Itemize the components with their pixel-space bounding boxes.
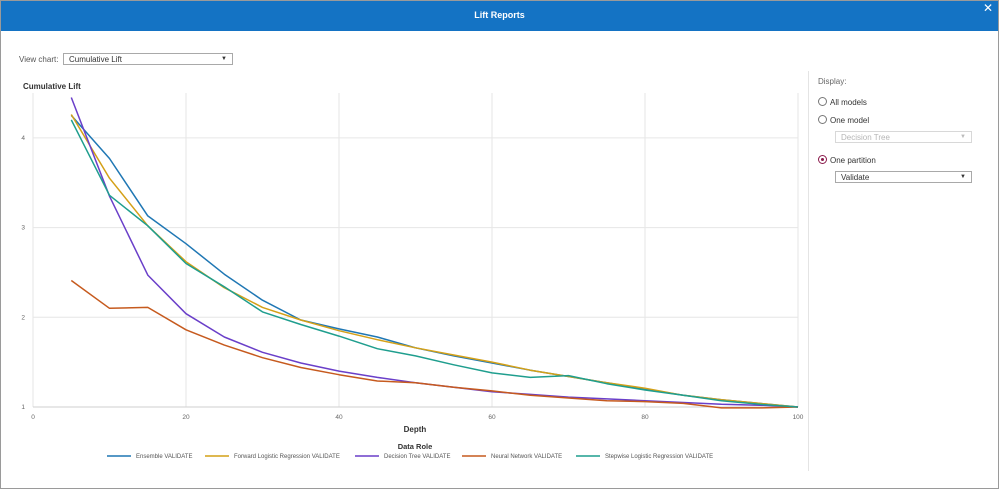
view-chart-select-value: Cumulative Lift (69, 55, 122, 64)
legend-item[interactable]: Ensemble VALIDATE (107, 454, 192, 460)
y-tick-label: 3 (21, 225, 25, 232)
radio-button[interactable] (818, 155, 827, 164)
x-tick-label: 100 (793, 414, 804, 421)
x-axis-title: Depth (404, 425, 427, 434)
chevron-down-icon: ▼ (960, 174, 966, 180)
legend-label: Stepwise Logistic Regression VALIDATE (605, 454, 713, 460)
series-line-1[interactable] (70, 114, 799, 408)
x-tick-label: 40 (335, 414, 343, 421)
legend-label: Ensemble VALIDATE (136, 454, 192, 460)
series-line-0[interactable] (70, 114, 799, 408)
y-axis-title: Cumulative Lift (23, 82, 81, 91)
chart-axes: 0 20 40 60 80 100 1 2 3 4 (21, 135, 803, 421)
chart-grid (32, 93, 799, 408)
radio-one-model[interactable]: One model (818, 115, 869, 125)
dialog-title: Lift Reports (474, 10, 525, 20)
view-chart-select[interactable]: Cumulative Lift ▼ (63, 53, 233, 65)
title-bar: Lift Reports ✕ (1, 1, 998, 31)
y-tick-label: 4 (21, 135, 25, 142)
legend-title: Data Role (398, 442, 433, 451)
partition-select-value: Validate (841, 173, 870, 182)
y-tick-label: 1 (21, 404, 25, 411)
model-select-value: Decision Tree (841, 133, 890, 142)
side-panel-divider (808, 71, 809, 471)
chart-series (70, 97, 799, 409)
close-icon[interactable]: ✕ (982, 1, 993, 15)
radio-one-partition[interactable]: One partition (818, 155, 876, 165)
series-line-4[interactable] (70, 119, 799, 408)
partition-select[interactable]: Validate ▼ (835, 171, 972, 183)
radio-button[interactable] (818, 115, 827, 124)
legend-label: Neural Network VALIDATE (491, 454, 562, 460)
x-tick-label: 20 (182, 414, 190, 421)
x-tick-label: 60 (488, 414, 496, 421)
series-line-3[interactable] (70, 279, 799, 409)
radio-label: One model (830, 116, 870, 125)
radio-label: One partition (830, 156, 876, 165)
legend-item[interactable]: Neural Network VALIDATE (462, 454, 562, 460)
chevron-down-icon: ▼ (960, 134, 966, 140)
radio-label: All models (830, 98, 867, 107)
display-label: Display: (818, 77, 847, 86)
x-tick-label: 0 (31, 414, 35, 421)
x-tick-label: 80 (641, 414, 649, 421)
legend-item[interactable]: Forward Logistic Regression VALIDATE (205, 454, 340, 460)
y-tick-label: 2 (21, 314, 25, 321)
chart-legend: Ensemble VALIDATE Forward Logistic Regres… (107, 454, 713, 460)
model-select: Decision Tree ▼ (835, 131, 972, 143)
radio-button[interactable] (818, 97, 827, 106)
view-chart-label: View chart: (19, 55, 59, 64)
chevron-down-icon: ▼ (221, 56, 227, 62)
legend-label: Forward Logistic Regression VALIDATE (234, 454, 340, 460)
legend-item[interactable]: Decision Tree VALIDATE (355, 454, 450, 460)
legend-item[interactable]: Stepwise Logistic Regression VALIDATE (576, 454, 713, 460)
radio-all-models[interactable]: All models (818, 97, 867, 107)
legend-label: Decision Tree VALIDATE (384, 454, 450, 460)
